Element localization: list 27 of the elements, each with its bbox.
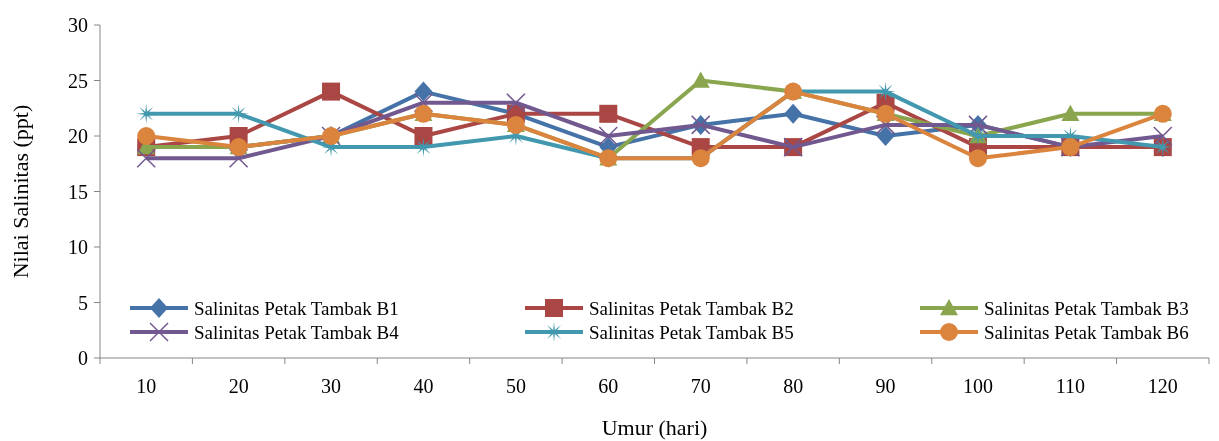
y-tick-label: 0 xyxy=(78,347,88,369)
x-tick-label: 90 xyxy=(875,375,896,397)
x-tick-label: 100 xyxy=(962,375,993,397)
x-tick-label: 120 xyxy=(1147,375,1178,397)
x-tick-label: 10 xyxy=(136,375,157,397)
legend-label: Salinitas Petak Tambak B4 xyxy=(194,321,400,343)
x-tick-label: 60 xyxy=(598,375,619,397)
y-axis-title: Nilai Salinitas (ppt) xyxy=(8,104,33,279)
y-tick-label: 5 xyxy=(78,291,88,314)
y-tick-label: 20 xyxy=(68,125,88,147)
x-tick-label: 30 xyxy=(321,375,342,397)
y-tick-label: 30 xyxy=(68,14,88,36)
legend-label: Salinitas Petak Tambak B3 xyxy=(984,297,1189,319)
x-tick-label: 20 xyxy=(228,375,249,397)
x-tick-label: 50 xyxy=(505,375,526,397)
y-tick-label: 25 xyxy=(68,69,88,92)
x-tick-label: 80 xyxy=(783,375,804,397)
x-tick-label: 110 xyxy=(1055,375,1086,397)
legend-label: Salinitas Petak Tambak B2 xyxy=(589,297,794,319)
legend-label: Salinitas Petak Tambak B6 xyxy=(984,321,1189,343)
y-tick-label: 10 xyxy=(68,236,88,258)
y-tick-label: 15 xyxy=(68,180,88,203)
x-tick-label: 70 xyxy=(690,375,711,397)
x-axis-title: Umur (hari) xyxy=(601,415,708,440)
x-tick-label: 40 xyxy=(413,375,434,397)
legend-label: Salinitas Petak Tambak B1 xyxy=(194,297,399,319)
legend-label: Salinitas Petak Tambak B5 xyxy=(589,321,794,343)
